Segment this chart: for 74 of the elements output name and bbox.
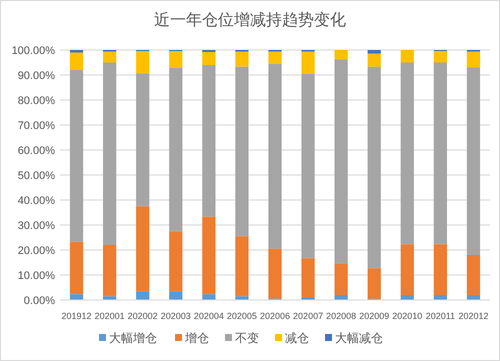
bar bbox=[169, 68, 182, 232]
bar bbox=[103, 245, 116, 296]
bar bbox=[268, 52, 282, 64]
y-tick-label: 10.00% bbox=[18, 270, 56, 282]
bar bbox=[169, 51, 182, 68]
bar bbox=[235, 52, 249, 67]
bar bbox=[368, 54, 381, 67]
bar bbox=[202, 65, 216, 217]
y-tick-label: 0.00% bbox=[24, 295, 56, 307]
bar bbox=[70, 242, 84, 294]
legend-label: 大幅减仓 bbox=[335, 331, 383, 345]
bar bbox=[400, 244, 414, 295]
bar bbox=[103, 62, 116, 245]
bar bbox=[70, 52, 84, 70]
y-tick-label: 50.00% bbox=[18, 170, 56, 182]
bar bbox=[103, 52, 116, 62]
bar bbox=[301, 52, 315, 74]
bar bbox=[301, 258, 315, 298]
bar bbox=[400, 50, 414, 62]
bar bbox=[136, 206, 150, 292]
x-tick-label: 202010 bbox=[392, 311, 422, 321]
bar bbox=[169, 291, 182, 300]
bar bbox=[268, 64, 282, 249]
bar bbox=[400, 62, 414, 244]
bar bbox=[235, 236, 249, 296]
x-tick-label: 202001 bbox=[94, 311, 125, 321]
bar bbox=[368, 50, 381, 54]
bar bbox=[434, 244, 447, 295]
bar bbox=[400, 295, 414, 300]
x-tick-label: 202005 bbox=[226, 311, 257, 321]
bar bbox=[434, 62, 447, 244]
x-tick-label: 201912 bbox=[62, 311, 92, 321]
y-tick-label: 60.00% bbox=[18, 145, 56, 157]
bar bbox=[368, 66, 381, 268]
bar bbox=[334, 263, 348, 295]
bar bbox=[466, 255, 480, 295]
x-tick-label: 202004 bbox=[194, 311, 224, 321]
x-tick-label: 202003 bbox=[160, 311, 191, 321]
y-tick-label: 90.00% bbox=[18, 70, 56, 82]
y-tick-label: 30.00% bbox=[18, 220, 56, 232]
bar bbox=[434, 51, 447, 62]
bar bbox=[334, 50, 348, 60]
x-tick-label: 202011 bbox=[426, 311, 456, 321]
bar bbox=[202, 52, 216, 65]
bar bbox=[136, 51, 150, 74]
bar bbox=[235, 66, 249, 236]
bar bbox=[334, 59, 348, 264]
x-tick-label: 202008 bbox=[326, 311, 356, 321]
bar bbox=[202, 216, 216, 294]
legend-label: 大幅增仓 bbox=[109, 331, 157, 345]
y-tick-label: 100.00% bbox=[12, 45, 56, 57]
y-tick-label: 20.00% bbox=[18, 245, 56, 257]
bar bbox=[334, 295, 348, 300]
x-tick-label: 202009 bbox=[359, 311, 390, 321]
y-tick-label: 40.00% bbox=[18, 195, 56, 207]
x-tick-label: 202002 bbox=[128, 311, 158, 321]
bar bbox=[169, 231, 182, 292]
bar bbox=[70, 70, 84, 242]
bar bbox=[268, 248, 282, 299]
legend-label: 减仓 bbox=[285, 331, 309, 345]
title: 近一年仓位增减持趋势变化 bbox=[154, 12, 346, 29]
bar bbox=[466, 68, 480, 255]
x-tick-label: 202007 bbox=[293, 311, 324, 321]
x-tick-label: 202006 bbox=[260, 311, 290, 321]
bar bbox=[466, 52, 480, 68]
y-tick-label: 70.00% bbox=[18, 120, 56, 132]
y-tick-label: 80.00% bbox=[18, 95, 56, 107]
bar bbox=[136, 291, 150, 300]
bar bbox=[136, 73, 150, 206]
legend-label: 增仓 bbox=[184, 331, 209, 345]
legend-label: 不变 bbox=[235, 331, 259, 345]
x-tick-label: 202012 bbox=[458, 311, 488, 321]
bar bbox=[368, 268, 381, 299]
bar bbox=[301, 74, 315, 258]
